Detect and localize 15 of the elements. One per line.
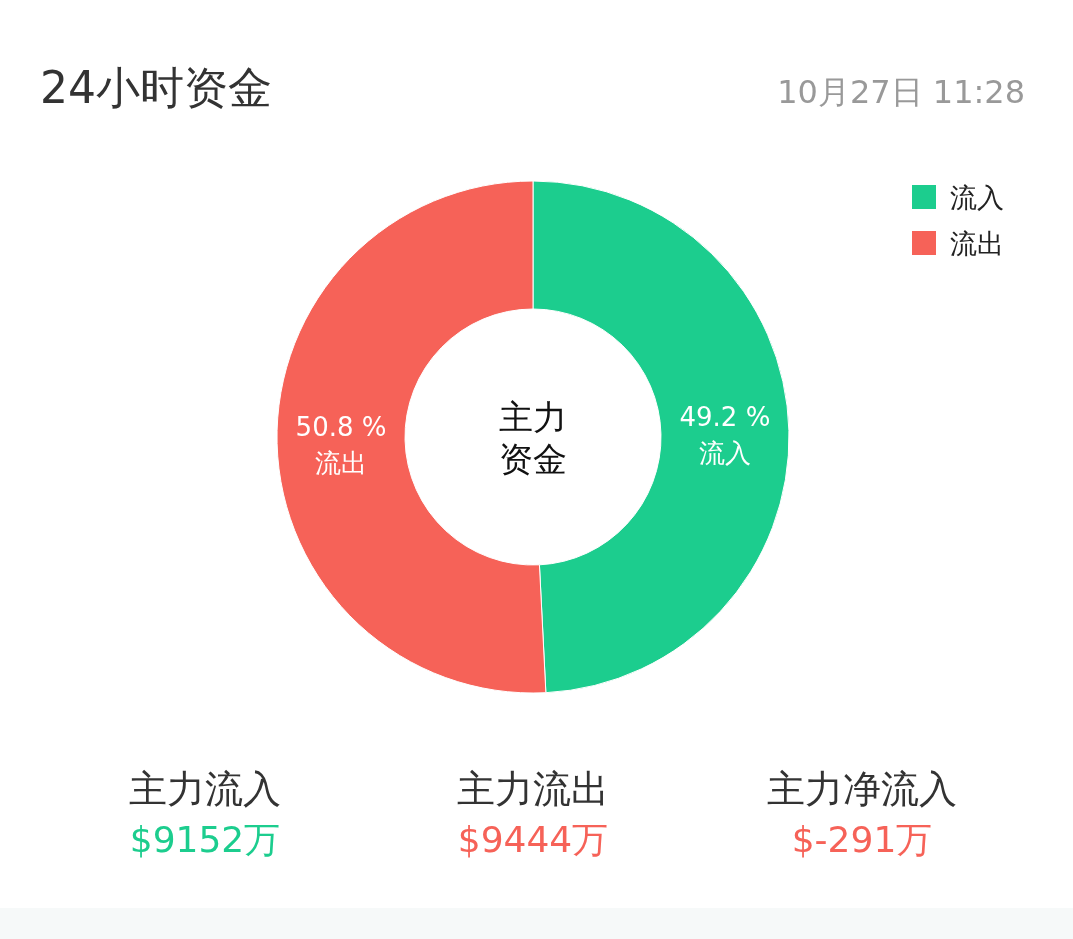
chart-title: 24小时资金 <box>40 62 272 113</box>
legend-label: 流入 <box>950 182 1004 213</box>
text: 主力流入 <box>129 767 281 811</box>
text: 主力流出 <box>457 767 609 811</box>
legend-label: 流出 <box>950 228 1004 259</box>
text: 主力资金 <box>499 397 567 479</box>
data-label: 50.8 % <box>295 411 387 442</box>
slice-label: 流入 <box>698 438 751 469</box>
text: $9152万 <box>129 819 281 860</box>
slice-label: 流出 <box>315 447 368 478</box>
data-label: 49.2 % <box>679 402 771 433</box>
text: $-291万 <box>791 819 933 860</box>
chart-subtitle: 10月27日 11:28 <box>777 73 1025 111</box>
text: $9444万 <box>457 819 609 860</box>
text: 主力净流入 <box>767 767 957 811</box>
